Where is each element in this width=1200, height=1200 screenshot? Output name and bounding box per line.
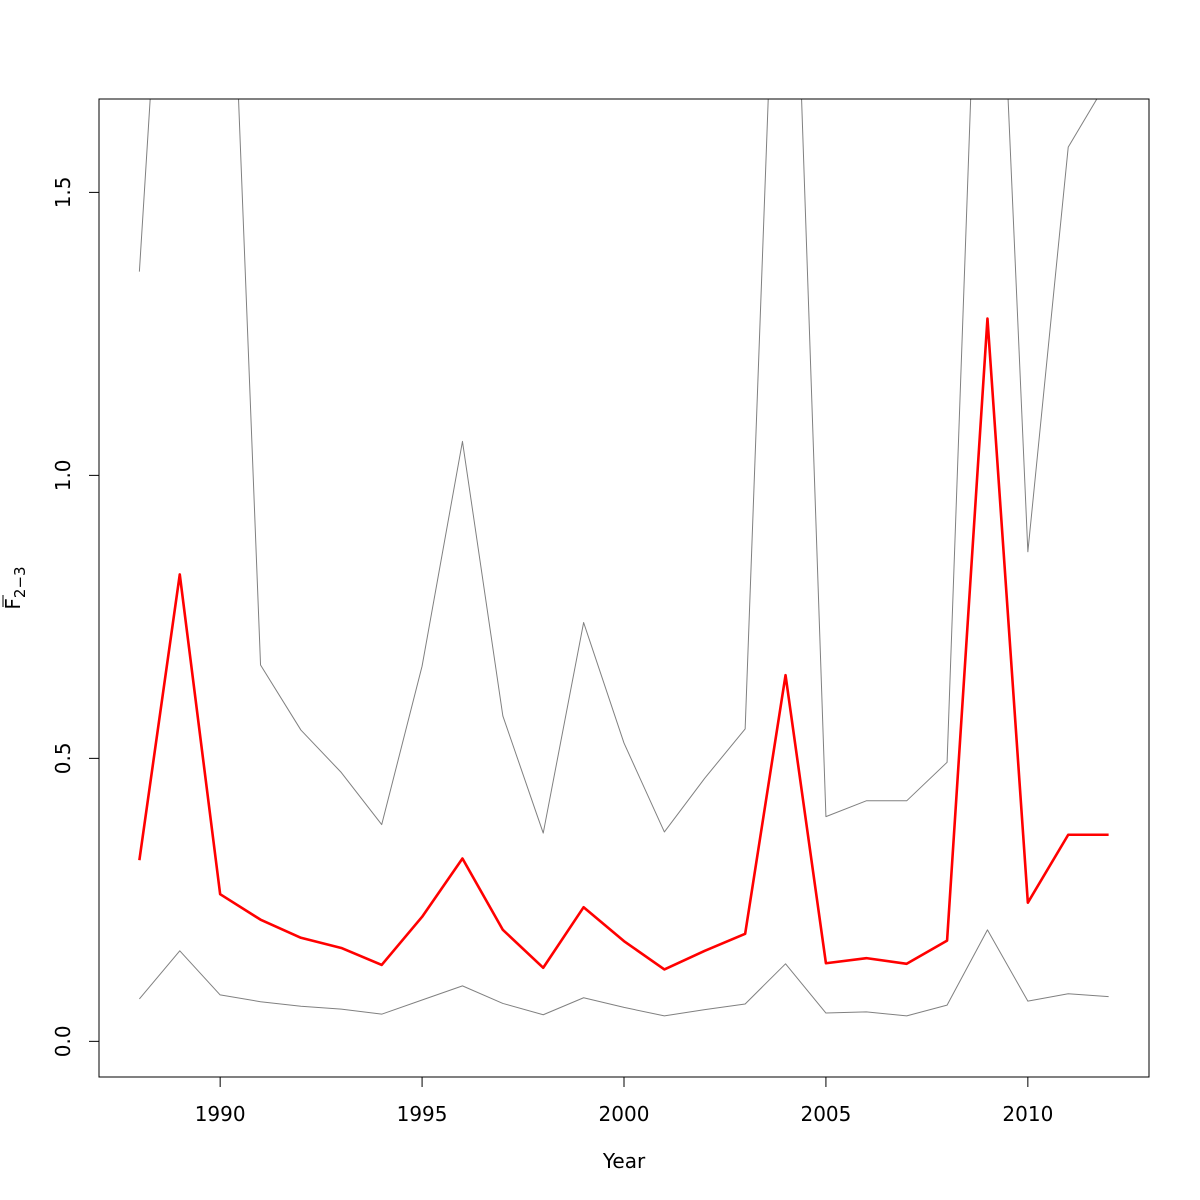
x-axis-title: Year: [602, 1149, 646, 1173]
y-axis-title-main: F: [1, 598, 25, 610]
svg-text:F2−3: F2−3: [1, 566, 29, 609]
y-axis-title: F2−3: [1, 566, 29, 609]
y-axis: 0.0 0.5 1.0 1.5: [51, 176, 100, 1057]
x-tick-label: 2000: [599, 1102, 650, 1126]
plot-frame: [98, 98, 1150, 1078]
x-tick-label: 2005: [800, 1102, 851, 1126]
x-tick-label: 1990: [195, 1102, 246, 1126]
y-axis-title-subscript: 2−3: [11, 566, 29, 598]
y-tick-label: 0.0: [51, 1025, 75, 1057]
x-tick-label: 2010: [1002, 1102, 1053, 1126]
series-line-estimate: [138, 317, 1109, 971]
y-tick-label: 1.5: [51, 176, 75, 208]
series-line-upper: [138, 99, 1098, 834]
x-tick-label: 1995: [397, 1102, 448, 1126]
y-tick-label: 0.5: [51, 742, 75, 774]
y-tick-label: 1.0: [51, 459, 75, 491]
series-line-lower: [138, 929, 1109, 1017]
x-axis: 1990 1995 2000 2005 2010: [195, 1076, 1053, 1126]
series-layer: [138, 99, 1109, 1017]
